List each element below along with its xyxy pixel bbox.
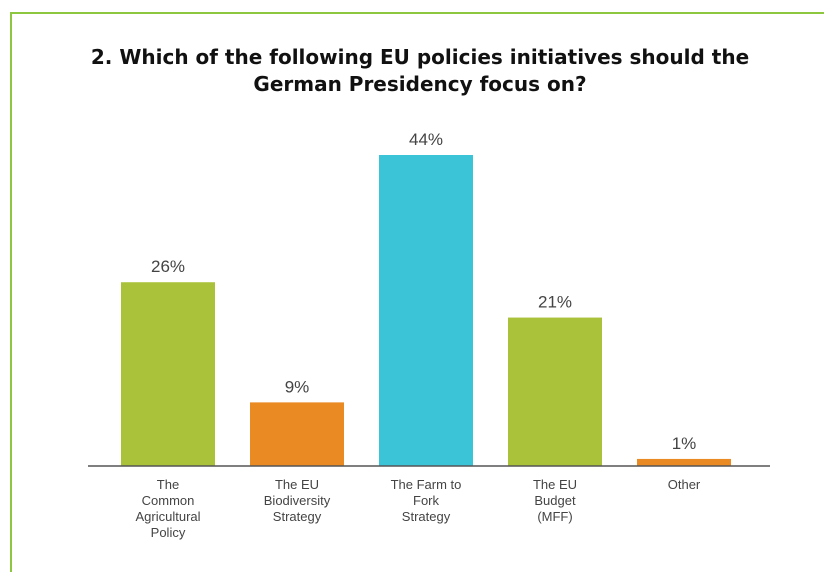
value-label-4: 21% bbox=[538, 293, 572, 312]
bar-4 bbox=[508, 317, 602, 466]
chart-frame bbox=[10, 12, 824, 572]
bar-2 bbox=[250, 402, 344, 466]
value-label-5: 1% bbox=[672, 434, 697, 453]
category-label-5: Other bbox=[668, 477, 701, 492]
bar-5 bbox=[637, 458, 731, 466]
chart-title: 2. Which of the following EU policies in… bbox=[90, 45, 750, 96]
bars-group bbox=[121, 155, 731, 466]
category-label-2: The EU Biodiversity Strategy bbox=[264, 477, 331, 524]
value-label-3: 44% bbox=[409, 130, 443, 149]
bar-3 bbox=[379, 155, 473, 466]
category-labels-group: The Common Agricultural Policy The EU Biodive… bbox=[135, 477, 700, 540]
value-label-2: 9% bbox=[285, 377, 310, 396]
category-label-1: The Common Agricultural Policy bbox=[135, 477, 200, 540]
category-label-4: The EU Budget (MFF) bbox=[533, 477, 577, 524]
value-label-1: 26% bbox=[151, 257, 185, 276]
category-label-3: The Farm to Fork Strategy bbox=[391, 477, 462, 524]
value-labels-group: 26% 9% 44% 21% 1% bbox=[151, 130, 696, 453]
bar-1 bbox=[121, 282, 215, 466]
